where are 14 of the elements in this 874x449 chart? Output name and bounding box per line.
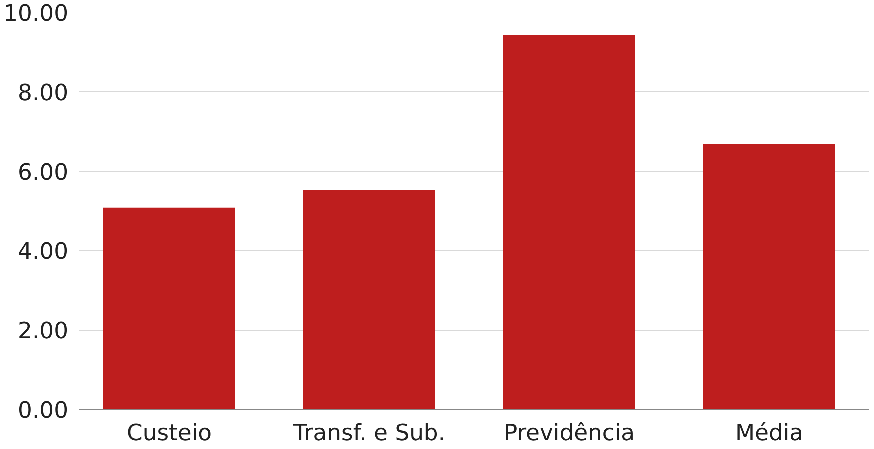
y-tick-label: 8.00 [18, 80, 69, 106]
y-tick-label: 6.00 [18, 160, 69, 186]
x-tick-label: Previdência [504, 420, 636, 446]
bar [104, 208, 236, 410]
bar [504, 35, 636, 410]
x-tick-label: Transf. e Sub. [292, 420, 446, 446]
y-tick-label: 2.00 [18, 318, 69, 345]
x-tick-label: Média [735, 420, 804, 446]
y-tick-label: 4.00 [18, 239, 69, 266]
x-tick-label: Custeio [127, 420, 212, 446]
bar [304, 190, 436, 410]
y-tick-label: 0.00 [18, 398, 69, 424]
bar [704, 144, 836, 410]
y-tick-label: 10.00 [4, 1, 69, 27]
